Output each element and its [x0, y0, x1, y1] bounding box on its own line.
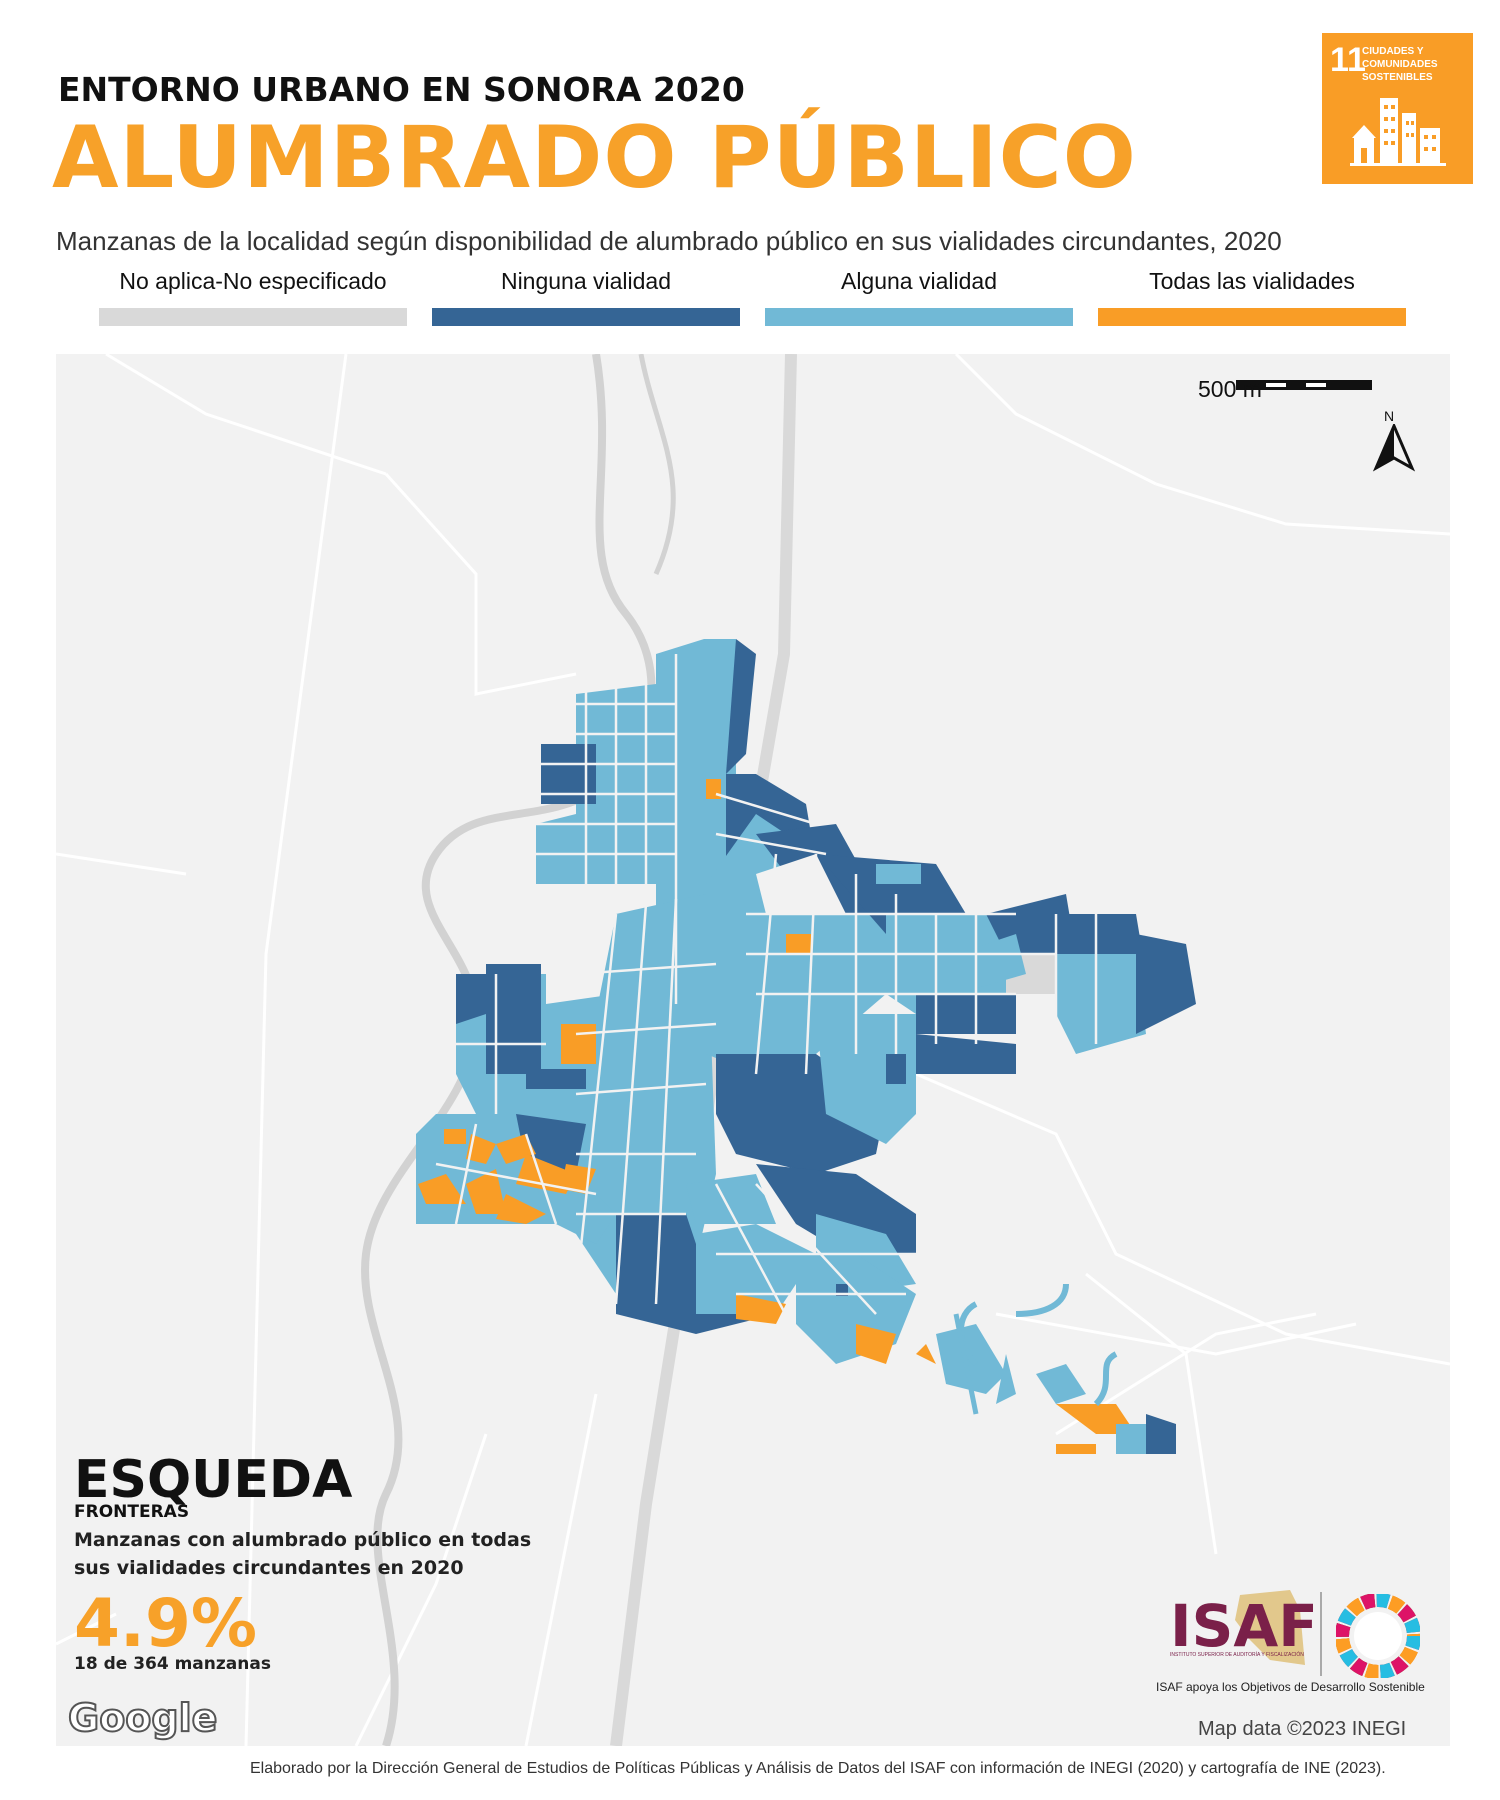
scale-bar	[1236, 380, 1372, 390]
north-arrow-icon	[1372, 424, 1416, 472]
stat-value: 4.9%	[74, 1585, 258, 1662]
street-grid	[435, 654, 1098, 1335]
legend-swatch-alguna	[765, 308, 1073, 326]
map-attribution: Map data ©2023 INEGI	[1198, 1718, 1407, 1740]
map-description: Manzanas de la localidad según disponibi…	[56, 226, 1282, 256]
legend-label-todas: Todas las vialidades	[1149, 268, 1355, 294]
stat-label: Manzanas con alumbrado público en todas …	[74, 1529, 532, 1579]
municipality-name: FRONTERAS	[74, 1502, 190, 1522]
legend-label-alguna: Alguna vialidad	[840, 268, 997, 294]
isaf-caption: ISAF apoya los Objetivos de Desarrollo S…	[1156, 1680, 1425, 1694]
page-title: ALUMBRADO PÚBLICO	[52, 108, 1137, 208]
subtitle: ENTORNO URBANO EN SONORA 2020	[58, 70, 745, 109]
legend-swatch-todas	[1098, 308, 1406, 326]
google-logo: Google	[67, 1695, 218, 1741]
isaf-logo: ISAF	[1170, 1592, 1318, 1660]
legend-swatch-no-aplica	[99, 308, 407, 326]
map-canvas[interactable]	[56, 354, 1450, 1746]
legend-swatch-ninguna	[432, 308, 740, 326]
locality-name: ESQUEDA	[74, 1450, 353, 1510]
sdg-number: 11	[1330, 41, 1366, 79]
map-svg	[56, 354, 1450, 1746]
sonora-map-icon	[1235, 1590, 1305, 1665]
stat-detail: 18 de 364 manzanas	[74, 1654, 271, 1674]
sdg-badge: 11 CIUDADES Y COMUNIDADES SOSTENIBLES	[1322, 33, 1473, 184]
isaf-logo-subtext: INSTITUTO SUPERIOR DE AUDITORÍA Y FISCAL…	[1170, 1652, 1304, 1658]
footer-credit: Elaborado por la Dirección General de Es…	[250, 1760, 1386, 1777]
legend-label-ninguna: Ninguna vialidad	[500, 268, 672, 294]
legend-label-no-aplica: No aplica-No especificado	[119, 268, 387, 294]
north-label: N	[1384, 408, 1395, 424]
sdg-label: CIUDADES Y COMUNIDADES SOSTENIBLES	[1362, 46, 1438, 83]
scale-label: 500 m	[1198, 376, 1262, 402]
road-network	[56, 354, 1450, 1746]
sdg-wheel-icon	[1336, 1594, 1420, 1678]
city-icon	[1350, 98, 1446, 166]
logo-divider	[1320, 1592, 1322, 1676]
river	[361, 354, 656, 1746]
